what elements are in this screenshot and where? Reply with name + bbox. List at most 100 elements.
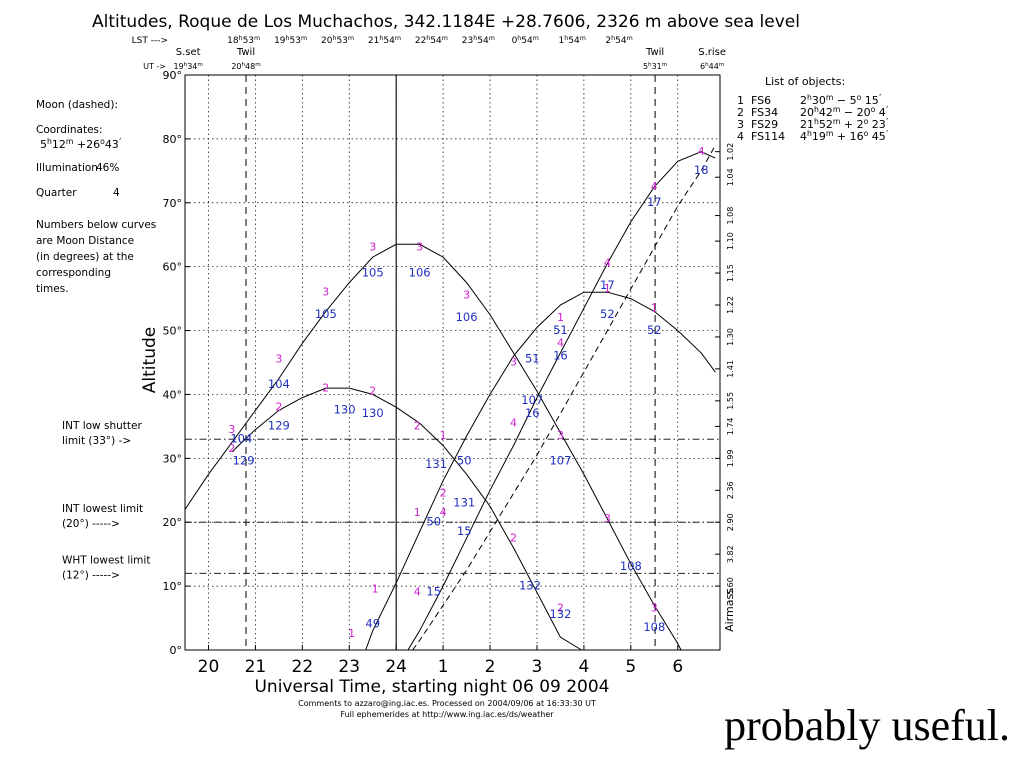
moon-distance-label-21: 18 <box>694 163 709 177</box>
point-label-6: 2 <box>440 487 447 500</box>
x-tick-label-24: 24 <box>385 657 407 677</box>
x-tick-label-21: 21 <box>245 657 267 677</box>
moon-distance-label-6: 131 <box>425 457 447 471</box>
lst-tick-6: 0h54m <box>512 35 539 47</box>
event-name-0: S.set <box>176 47 201 58</box>
y-tick-label-90: 90° <box>163 69 183 82</box>
moon-distance-label-8: 16 <box>525 406 540 420</box>
moon-distance-label-24: 104 <box>268 377 290 391</box>
y-tick-label-40: 40° <box>163 388 183 401</box>
object-id-3: 3 <box>737 118 744 131</box>
curve-annotations: 1 1 4 1 4 1 2 2 2 3 4 1 4 3 2 4 1 3 4 1 3 4 3 2 3 2 3 2 3 2 3 3 49 15 50 15… <box>228 145 708 640</box>
altitude-limit-lines <box>185 438 720 574</box>
object-list: List of objects: 1 FS6 2h30m − 5o 15’ 2 FS34… <box>737 75 888 143</box>
airmass-tick-label-6: 1.30 <box>726 328 735 346</box>
moon-distance-label-23: 129 <box>233 454 255 468</box>
moon-distance-label-0: 49 <box>365 617 380 631</box>
x-axis-label: Universal Time, starting night 06 09 200… <box>254 677 609 697</box>
airmass-axis-label: Airmass <box>723 588 736 632</box>
point-label-22: 3 <box>228 423 235 436</box>
object-coords-3: 21h52m + 2o 23’ <box>800 117 888 132</box>
axes: 20 21 22 23 24 1 2 3 4 5 60°10°20°30°40°50°60°70°8… <box>163 69 736 677</box>
point-label-21: 4 <box>698 145 705 158</box>
chart-title: Altitudes, Roque de Los Muchachos, 342.1… <box>92 12 800 32</box>
lst-tick-2: 20h53m <box>321 35 354 47</box>
moon-distance-label-10: 107 <box>521 393 543 407</box>
x-tick-label-5: 5 <box>625 657 636 677</box>
airmass-tick-label-2: 1.08 <box>726 207 735 225</box>
moon-distance-label-7: 132 <box>519 578 541 592</box>
airmass-tick-label-12: 2.90 <box>726 513 735 531</box>
slide-caption: probably useful. <box>724 701 1010 750</box>
x-tick-label-23: 23 <box>338 657 360 677</box>
x-tick-label-1: 1 <box>438 657 449 677</box>
object-coords-4: 4h19m + 16o 45’ <box>800 129 888 144</box>
twilight-event-lines <box>245 75 656 650</box>
object-list-title: List of objects: <box>765 75 845 88</box>
point-label-25: 2 <box>275 400 282 413</box>
point-label-10: 4 <box>510 416 517 429</box>
airmass-tick-label-9: 1.74 <box>726 417 735 435</box>
moon-distance-label-16: 52 <box>600 307 615 321</box>
limit-label-0-line-2: limit (33°) -> <box>62 435 131 447</box>
moon-distance-label-14: 51 <box>553 323 568 337</box>
note-line-5: times. <box>36 283 69 295</box>
limit-label-0-line-1: INT low shutter <box>62 420 142 432</box>
x-tick-label-4: 4 <box>578 657 589 677</box>
moon-distance-label-2: 50 <box>426 514 441 528</box>
point-label-30: 3 <box>416 241 423 254</box>
y-tick-label-60: 60° <box>163 261 183 274</box>
point-label-18: 4 <box>651 180 658 193</box>
airmass-tick-label-14: 5.60 <box>726 577 735 595</box>
point-label-4: 4 <box>440 506 447 519</box>
event-time-1: 20h48m <box>231 62 260 71</box>
moon-distance-label-26: 105 <box>315 307 337 321</box>
airmass-tick-label-3: 1.10 <box>726 232 735 250</box>
event-name-2: Twil <box>645 47 664 58</box>
moon-illumination-label: Illumination <box>36 162 98 174</box>
moon-distance-label-22: 104 <box>230 431 252 445</box>
moon-distance-label-27: 130 <box>334 403 356 417</box>
point-label-24: 3 <box>275 353 282 366</box>
lst-tick-1: 19h53m <box>274 35 307 47</box>
x-tick-label-20: 20 <box>198 657 220 677</box>
moon-illumination-value: 46% <box>96 162 119 174</box>
note-line-3: (in degrees) at the <box>36 251 134 263</box>
object-name-4: FS114 <box>751 130 785 143</box>
point-label-14: 2 <box>557 602 564 615</box>
note-line-1: Numbers below curves <box>36 219 156 231</box>
point-label-2: 4 <box>414 586 421 599</box>
curve-3 <box>184 243 682 651</box>
y-tick-label-0: 0° <box>170 644 183 657</box>
airmass-tick-label-0: 1.02 <box>726 143 735 161</box>
point-label-13: 3 <box>557 429 564 442</box>
moon-distance-label-25: 129 <box>268 419 290 433</box>
y-tick-label-50: 50° <box>163 325 183 338</box>
altitude-curves <box>184 145 716 651</box>
point-label-8: 2 <box>510 531 517 544</box>
point-label-27: 2 <box>322 381 329 394</box>
plot-frame <box>184 74 721 651</box>
lst-tick-5: 23h54m <box>462 35 495 47</box>
moon-distance-label-12: 107 <box>549 454 571 468</box>
point-label-23: 2 <box>228 442 235 455</box>
lst-tick-7: 1h54m <box>559 35 586 47</box>
object-name-3: FS29 <box>751 118 778 131</box>
y-axis-label: Altitude <box>140 327 160 393</box>
moon-distance-label-11: 132 <box>549 607 571 621</box>
moon-distance-label-20: 108 <box>643 620 665 634</box>
point-label-15: 4 <box>604 257 611 270</box>
lst-tick-3: 21h54m <box>368 35 401 47</box>
airmass-tick-label-11: 2.36 <box>726 481 735 499</box>
point-label-5: 1 <box>440 429 447 442</box>
moon-quarter-value: 4 <box>113 187 120 199</box>
moon-distance-label-3: 15 <box>457 524 472 538</box>
object-name-2: FS34 <box>751 106 778 119</box>
airmass-tick-label-10: 1.99 <box>726 449 735 467</box>
curve-2 <box>231 387 582 651</box>
point-label-28: 3 <box>369 241 376 254</box>
point-label-1: 1 <box>372 583 379 596</box>
event-name-3: S.rise <box>698 47 726 58</box>
point-label-7: 2 <box>414 420 421 433</box>
